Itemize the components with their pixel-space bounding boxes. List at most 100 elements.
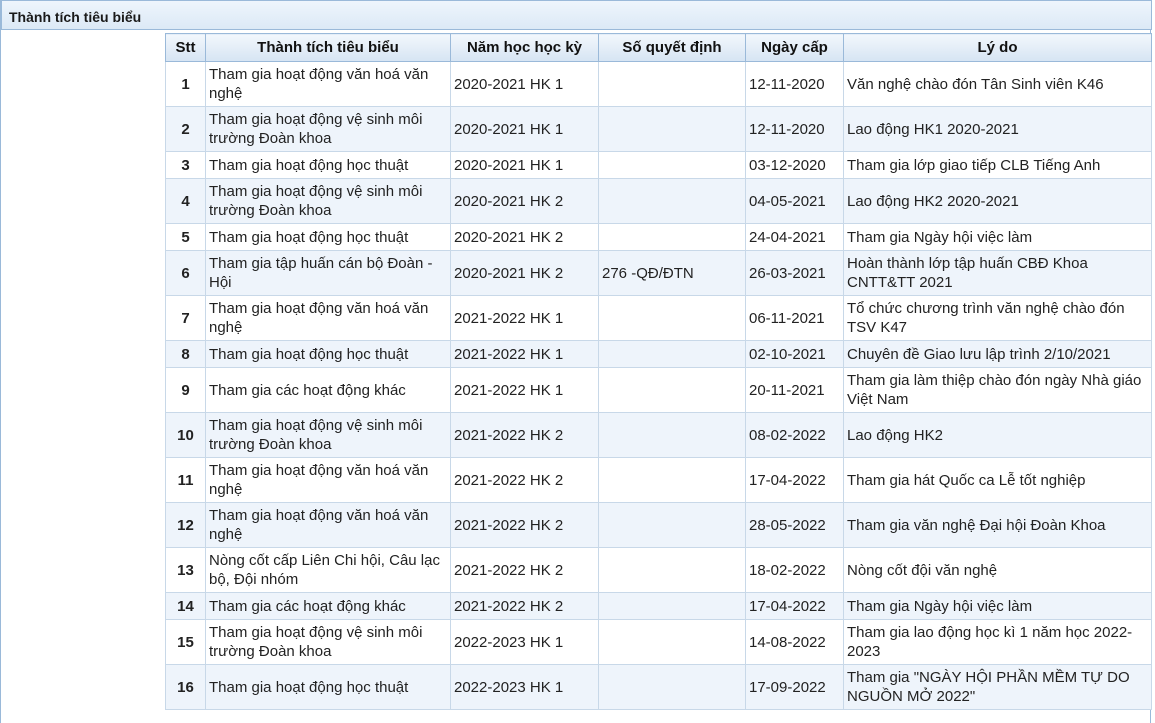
table-header-row: Stt Thành tích tiêu biểu Năm học học kỳ …: [165, 33, 1152, 62]
cell-stt: 6: [165, 250, 206, 296]
achievements-table: Stt Thành tích tiêu biểu Năm học học kỳ …: [165, 33, 1152, 710]
cell-decision: [598, 547, 746, 593]
cell-achievement: Tham gia hoạt động vệ sinh môi trường Đo…: [205, 178, 451, 224]
cell-decision: [598, 61, 746, 107]
cell-stt: 5: [165, 223, 206, 251]
cell-reason: Văn nghệ chào đón Tân Sinh viên K46: [843, 61, 1152, 107]
cell-term: 2021-2022 HK 1: [450, 340, 599, 368]
cell-decision: 276 -QĐ/ĐTN: [598, 250, 746, 296]
cell-reason: Lao động HK2 2020-2021: [843, 178, 1152, 224]
cell-date: 06-11-2021: [745, 295, 844, 341]
cell-achievement: Tham gia hoạt động học thuật: [205, 223, 451, 251]
section-title: Thành tích tiêu biểu: [1, 0, 1152, 30]
cell-term: 2021-2022 HK 2: [450, 592, 599, 620]
cell-achievement: Tham gia hoạt động vệ sinh môi trường Đo…: [205, 412, 451, 458]
table-row: 10 Tham gia hoạt động vệ sinh môi trường …: [165, 412, 1152, 458]
table-row: 3 Tham gia hoạt động học thuật 2020-2021 H…: [165, 151, 1152, 179]
cell-achievement: Tham gia hoạt động học thuật: [205, 151, 451, 179]
table-row: 16 Tham gia hoạt động học thuật 2022-2023 …: [165, 664, 1152, 710]
cell-stt: 15: [165, 619, 206, 665]
cell-reason: Tham gia lao động học kì 1 năm học 2022-…: [843, 619, 1152, 665]
cell-decision: [598, 412, 746, 458]
achievements-table-wrap: Stt Thành tích tiêu biểu Năm học học kỳ …: [165, 33, 1152, 710]
cell-reason: Nòng cốt đội văn nghệ: [843, 547, 1152, 593]
cell-achievement: Nòng cốt cấp Liên Chi hội, Câu lạc bộ, Đ…: [205, 547, 451, 593]
cell-decision: [598, 178, 746, 224]
table-row: 8 Tham gia hoạt động học thuật 2021-2022 H…: [165, 340, 1152, 368]
cell-term: 2020-2021 HK 1: [450, 106, 599, 152]
cell-reason: Chuyên đề Giao lưu lập trình 2/10/2021: [843, 340, 1152, 368]
cell-decision: [598, 619, 746, 665]
cell-term: 2021-2022 HK 2: [450, 457, 599, 503]
cell-date: 24-04-2021: [745, 223, 844, 251]
cell-achievement: Tham gia hoạt động học thuật: [205, 340, 451, 368]
cell-term: 2020-2021 HK 1: [450, 151, 599, 179]
cell-reason: Hoàn thành lớp tập huấn CBĐ Khoa CNTT&TT…: [843, 250, 1152, 296]
table-row: 13 Nòng cốt cấp Liên Chi hội, Câu lạc bộ,…: [165, 547, 1152, 593]
cell-decision: [598, 106, 746, 152]
cell-achievement: Tham gia hoạt động vệ sinh môi trường Đo…: [205, 619, 451, 665]
table-row: 2 Tham gia hoạt động vệ sinh môi trường Đ…: [165, 106, 1152, 152]
cell-stt: 7: [165, 295, 206, 341]
table-row: 12 Tham gia hoạt động văn hoá văn nghệ 202…: [165, 502, 1152, 548]
cell-term: 2022-2023 HK 1: [450, 664, 599, 710]
cell-date: 12-11-2020: [745, 61, 844, 107]
cell-term: 2021-2022 HK 1: [450, 295, 599, 341]
cell-term: 2022-2023 HK 1: [450, 619, 599, 665]
cell-date: 18-02-2022: [745, 547, 844, 593]
cell-term: 2020-2021 HK 2: [450, 250, 599, 296]
cell-achievement: Tham gia hoạt động văn hoá văn nghệ: [205, 502, 451, 548]
cell-term: 2020-2021 HK 1: [450, 61, 599, 107]
cell-reason: Tham gia "NGÀY HỘI PHẦN MỀM TỰ DO NGUỒN …: [843, 664, 1152, 710]
cell-achievement: Tham gia tập huấn cán bộ Đoàn - Hội: [205, 250, 451, 296]
cell-reason: Lao động HK2: [843, 412, 1152, 458]
cell-term: 2021-2022 HK 1: [450, 367, 599, 413]
cell-decision: [598, 151, 746, 179]
table-row: 4 Tham gia hoạt động vệ sinh môi trường Đ…: [165, 178, 1152, 224]
table-row: 7 Tham gia hoạt động văn hoá văn nghệ 2021…: [165, 295, 1152, 341]
table-body: 1 Tham gia hoạt động văn hoá văn nghệ 2020…: [165, 61, 1152, 710]
cell-term: 2021-2022 HK 2: [450, 547, 599, 593]
cell-decision: [598, 592, 746, 620]
column-header-term: Năm học học kỳ: [450, 33, 599, 62]
cell-stt: 12: [165, 502, 206, 548]
cell-reason: Tham gia hát Quốc ca Lễ tốt nghiệp: [843, 457, 1152, 503]
cell-stt: 11: [165, 457, 206, 503]
cell-reason: Tham gia làm thiệp chào đón ngày Nhà giá…: [843, 367, 1152, 413]
cell-term: 2020-2021 HK 2: [450, 223, 599, 251]
cell-decision: [598, 340, 746, 368]
cell-decision: [598, 367, 746, 413]
cell-reason: Tham gia Ngày hội việc làm: [843, 223, 1152, 251]
cell-term: 2020-2021 HK 2: [450, 178, 599, 224]
cell-reason: Lao động HK1 2020-2021: [843, 106, 1152, 152]
cell-date: 17-09-2022: [745, 664, 844, 710]
cell-stt: 13: [165, 547, 206, 593]
cell-decision: [598, 502, 746, 548]
cell-date: 28-05-2022: [745, 502, 844, 548]
cell-stt: 16: [165, 664, 206, 710]
cell-stt: 3: [165, 151, 206, 179]
cell-stt: 9: [165, 367, 206, 413]
column-header-stt: Stt: [165, 33, 206, 62]
cell-date: 20-11-2021: [745, 367, 844, 413]
cell-date: 02-10-2021: [745, 340, 844, 368]
cell-reason: Tham gia Ngày hội việc làm: [843, 592, 1152, 620]
cell-decision: [598, 664, 746, 710]
table-row: 14 Tham gia các hoạt động khác 2021-2022 H…: [165, 592, 1152, 620]
cell-decision: [598, 295, 746, 341]
cell-stt: 14: [165, 592, 206, 620]
table-row: 9 Tham gia các hoạt động khác 2021-2022 HK…: [165, 367, 1152, 413]
cell-date: 12-11-2020: [745, 106, 844, 152]
cell-decision: [598, 457, 746, 503]
column-header-achievement: Thành tích tiêu biểu: [205, 33, 451, 62]
cell-stt: 1: [165, 61, 206, 107]
cell-date: 04-05-2021: [745, 178, 844, 224]
table-row: 11 Tham gia hoạt động văn hoá văn nghệ 202…: [165, 457, 1152, 503]
cell-term: 2021-2022 HK 2: [450, 502, 599, 548]
column-header-date: Ngày cấp: [745, 33, 844, 62]
cell-reason: Tham gia lớp giao tiếp CLB Tiếng Anh: [843, 151, 1152, 179]
column-header-decision: Số quyết định: [598, 33, 746, 62]
cell-stt: 2: [165, 106, 206, 152]
table-row: 15 Tham gia hoạt động vệ sinh môi trường …: [165, 619, 1152, 665]
